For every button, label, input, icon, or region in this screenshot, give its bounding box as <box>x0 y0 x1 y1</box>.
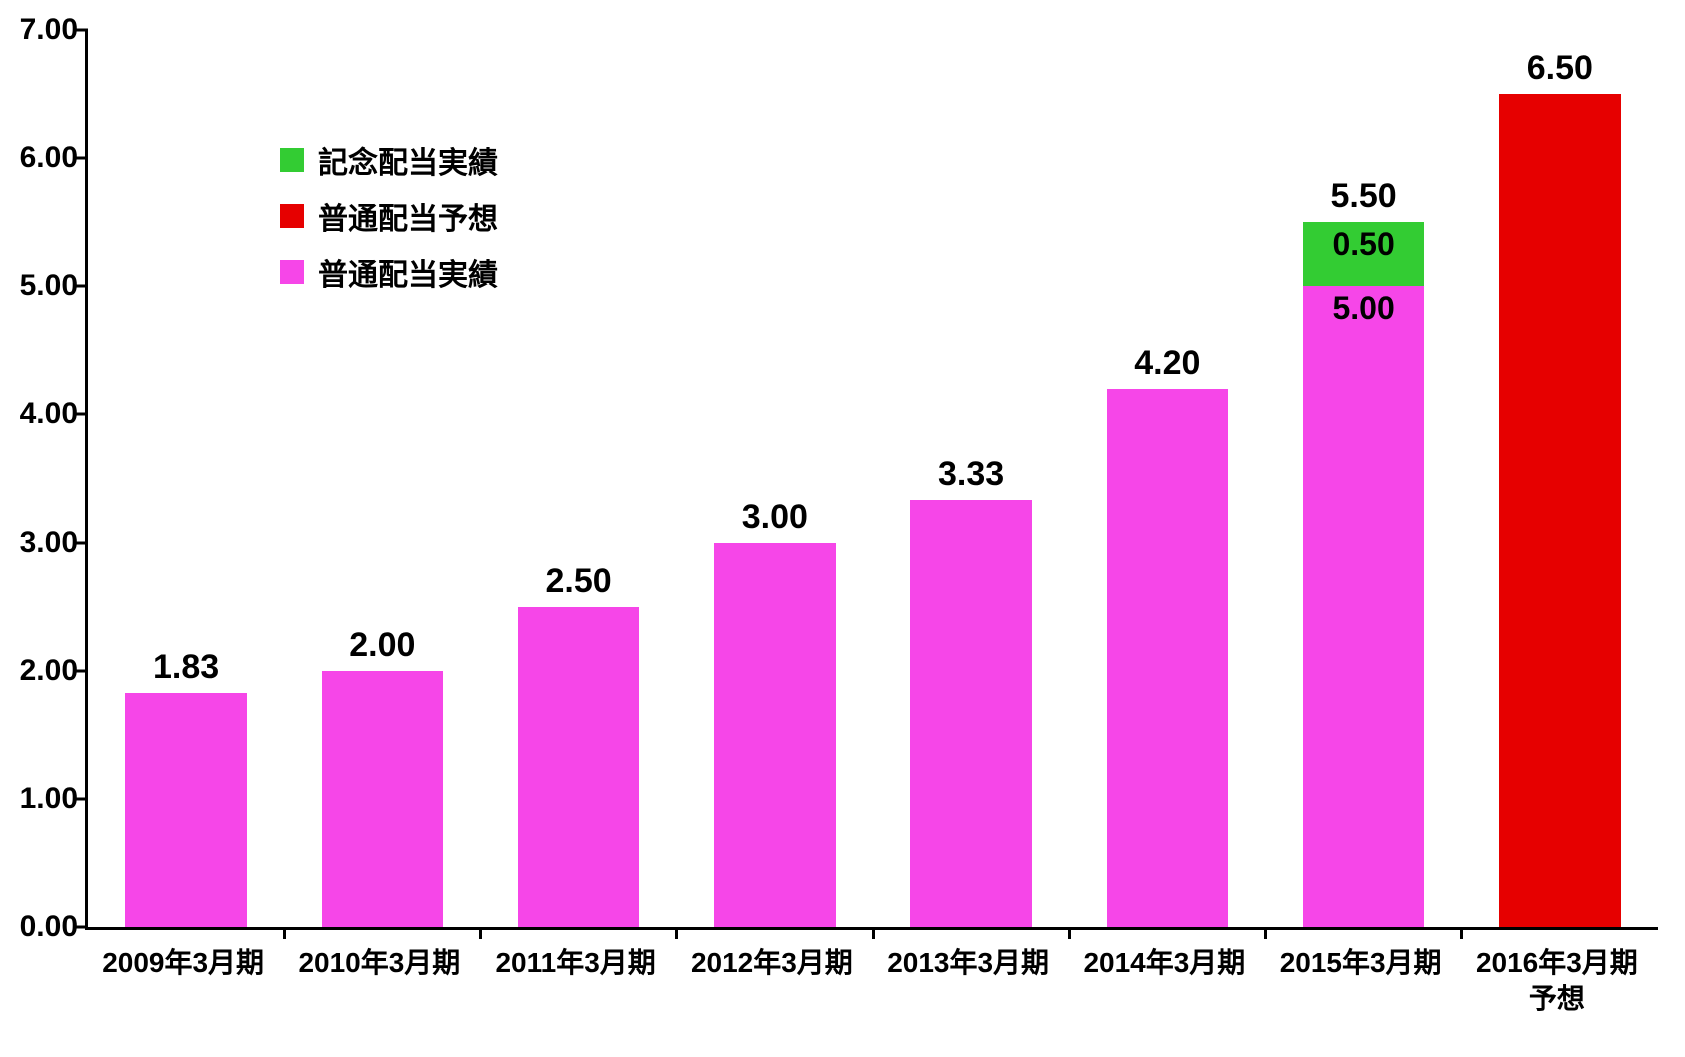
bar-segment <box>910 500 1032 927</box>
x-tick-slot <box>1069 927 1265 939</box>
bar-slot: 3.00 <box>677 30 873 927</box>
bar-segment <box>125 693 247 928</box>
legend: 記念配当実績普通配当予想普通配当実績 <box>280 138 498 294</box>
bar-slot: 1.83 <box>88 30 284 927</box>
legend-swatch <box>280 260 304 284</box>
legend-label: 記念配当実績 <box>318 138 498 182</box>
y-tick-label: 2.00 <box>20 654 88 688</box>
bar-segment <box>322 671 444 927</box>
bar-total-label: 3.00 <box>742 498 808 543</box>
bar-total-label: 2.50 <box>546 562 612 607</box>
bar-stack: 5.000.505.50 <box>1303 222 1425 927</box>
x-tick-slot <box>1462 927 1658 939</box>
x-axis-label: 2016年3月期 予想 <box>1459 945 1655 1017</box>
bar-slot: 6.50 <box>1462 30 1658 927</box>
x-tick-slot <box>481 927 677 939</box>
x-tick-slot <box>284 927 480 939</box>
bar-slot: 5.00 0.50 5.50 <box>1266 30 1462 927</box>
legend-label: 普通配当予想 <box>318 194 498 238</box>
legend-label: 普通配当実績 <box>318 250 498 294</box>
legend-item: 普通配当実績 <box>280 250 498 294</box>
bar-segment: 5.00 <box>1303 286 1425 927</box>
bar-slot: 2.50 <box>481 30 677 927</box>
dividend-chart: 1.83 2.00 2.50 3.00 3.33 4.20 5.00 0.50 5.50 6.50… <box>0 0 1685 1057</box>
y-tick-label: 0.00 <box>20 910 88 944</box>
bar-total-label: 2.00 <box>349 626 415 671</box>
x-axis-label: 2014年3月期 <box>1066 945 1262 1017</box>
bar-segment <box>1107 389 1229 927</box>
bar-segment-label: 0.50 <box>1332 226 1394 263</box>
bar-total-label: 4.20 <box>1134 344 1200 389</box>
y-tick-label: 4.00 <box>20 397 88 431</box>
x-tick-marks <box>88 927 1658 939</box>
bar-stack: 6.50 <box>1499 94 1621 927</box>
bar-segment-label: 5.00 <box>1332 290 1394 327</box>
x-axis-label: 2015年3月期 <box>1263 945 1459 1017</box>
x-tick-slot <box>873 927 1069 939</box>
bar-stack: 2.00 <box>322 671 444 927</box>
y-tick-label: 7.00 <box>20 13 88 47</box>
x-tick-slot <box>677 927 873 939</box>
bar-stack: 4.20 <box>1107 389 1229 927</box>
bar-slot: 3.33 <box>873 30 1069 927</box>
bar-stack: 1.83 <box>125 693 247 928</box>
bar-stack: 3.00 <box>714 543 836 927</box>
x-axis-label: 2010年3月期 <box>281 945 477 1017</box>
bar-total-label: 3.33 <box>938 455 1004 500</box>
x-axis-label: 2012年3月期 <box>674 945 870 1017</box>
x-axis-label: 2013年3月期 <box>870 945 1066 1017</box>
bar-stack: 2.50 <box>518 607 640 927</box>
x-tick-slot <box>88 927 284 939</box>
legend-swatch <box>280 148 304 172</box>
x-axis-label: 2009年3月期 <box>85 945 281 1017</box>
y-tick-label: 6.00 <box>20 141 88 175</box>
legend-item: 普通配当予想 <box>280 194 498 238</box>
bar-stack: 3.33 <box>910 500 1032 927</box>
legend-item: 記念配当実績 <box>280 138 498 182</box>
bar-segment <box>714 543 836 927</box>
bar-segment <box>518 607 640 927</box>
x-axis-label: 2011年3月期 <box>478 945 674 1017</box>
y-tick-label: 5.00 <box>20 269 88 303</box>
bar-total-label: 1.83 <box>153 648 219 693</box>
x-axis-labels: 2009年3月期2010年3月期2011年3月期2012年3月期2013年3月期… <box>85 945 1655 1017</box>
bar-total-label: 6.50 <box>1527 49 1593 94</box>
y-tick-label: 3.00 <box>20 526 88 560</box>
bar-slot: 4.20 <box>1069 30 1265 927</box>
y-tick-label: 1.00 <box>20 782 88 816</box>
x-tick-slot <box>1266 927 1462 939</box>
legend-swatch <box>280 204 304 228</box>
bar-total-label: 5.50 <box>1331 177 1397 222</box>
bar-segment: 0.50 <box>1303 222 1425 286</box>
bar-segment <box>1499 94 1621 927</box>
